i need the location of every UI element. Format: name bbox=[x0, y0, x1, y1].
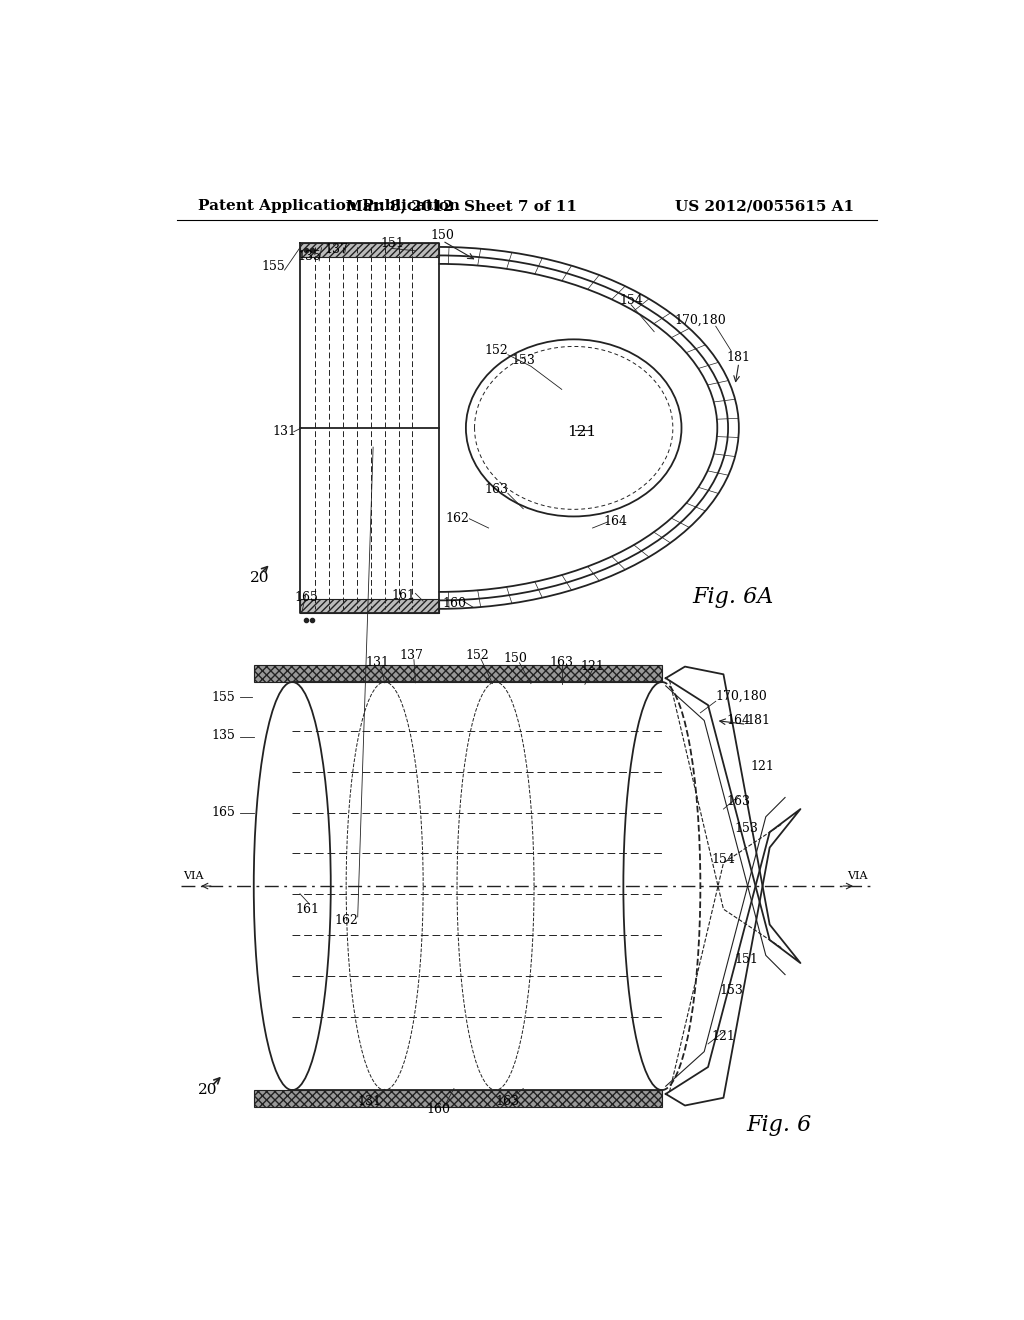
Text: 150: 150 bbox=[504, 652, 527, 665]
Text: 181: 181 bbox=[746, 714, 770, 727]
Text: 151: 151 bbox=[381, 236, 404, 249]
Text: 151: 151 bbox=[734, 953, 759, 966]
Text: 160: 160 bbox=[442, 597, 466, 610]
Text: 153: 153 bbox=[511, 354, 536, 367]
Bar bbox=[254, 1090, 662, 1107]
Text: 170,180: 170,180 bbox=[675, 314, 726, 326]
Text: 170,180: 170,180 bbox=[716, 689, 768, 702]
Bar bbox=[300, 599, 438, 612]
Text: 121: 121 bbox=[581, 660, 604, 673]
Text: 181: 181 bbox=[727, 351, 751, 363]
Text: 20: 20 bbox=[198, 1084, 217, 1097]
Text: 164: 164 bbox=[604, 515, 628, 528]
Text: 137: 137 bbox=[399, 649, 424, 663]
Text: 161: 161 bbox=[392, 589, 416, 602]
Text: 121: 121 bbox=[750, 760, 774, 774]
Text: 163: 163 bbox=[727, 795, 751, 808]
Text: 162: 162 bbox=[334, 915, 358, 927]
Text: 135: 135 bbox=[297, 251, 322, 264]
Text: Patent Application Publication: Patent Application Publication bbox=[199, 199, 461, 213]
Text: 155: 155 bbox=[212, 690, 236, 704]
Text: Fig. 6A: Fig. 6A bbox=[692, 586, 774, 609]
Text: 137: 137 bbox=[325, 243, 348, 256]
Text: Fig. 6: Fig. 6 bbox=[746, 1114, 812, 1135]
Text: 131: 131 bbox=[357, 1096, 381, 1109]
Text: 135: 135 bbox=[211, 730, 236, 742]
Text: 154: 154 bbox=[712, 853, 735, 866]
Text: VIA: VIA bbox=[847, 871, 867, 882]
Text: 164: 164 bbox=[727, 714, 751, 727]
Text: 161: 161 bbox=[296, 903, 319, 916]
Bar bbox=[300, 243, 438, 257]
Text: 121: 121 bbox=[712, 1030, 735, 1043]
Text: US 2012/0055615 A1: US 2012/0055615 A1 bbox=[675, 199, 854, 213]
Text: 160: 160 bbox=[427, 1102, 451, 1115]
Text: 150: 150 bbox=[430, 228, 455, 242]
Text: 155: 155 bbox=[261, 260, 285, 273]
Text: Mar. 8, 2012  Sheet 7 of 11: Mar. 8, 2012 Sheet 7 of 11 bbox=[346, 199, 578, 213]
Text: 121: 121 bbox=[566, 425, 596, 438]
Text: 163: 163 bbox=[550, 656, 573, 669]
Text: 131: 131 bbox=[272, 425, 297, 438]
Text: 152: 152 bbox=[465, 648, 488, 661]
Bar bbox=[254, 665, 662, 682]
Text: 163: 163 bbox=[484, 483, 508, 496]
Text: 20: 20 bbox=[250, 572, 269, 585]
Text: 162: 162 bbox=[445, 512, 470, 525]
Text: 131: 131 bbox=[365, 656, 389, 669]
Text: 165: 165 bbox=[211, 807, 236, 820]
Text: 163: 163 bbox=[496, 1096, 520, 1109]
Text: 153: 153 bbox=[719, 983, 743, 997]
Text: 154: 154 bbox=[620, 294, 643, 308]
Text: 152: 152 bbox=[484, 345, 508, 358]
Text: VIA: VIA bbox=[183, 871, 204, 882]
Text: 153: 153 bbox=[734, 822, 759, 834]
Text: 165: 165 bbox=[294, 591, 318, 603]
